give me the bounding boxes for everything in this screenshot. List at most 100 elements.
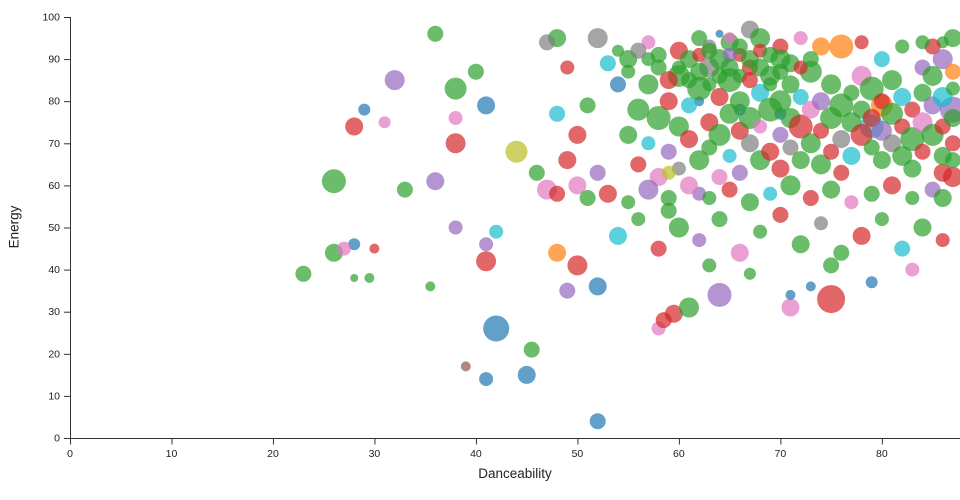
bubble	[895, 39, 910, 54]
bubble	[559, 282, 576, 299]
bubble	[805, 281, 816, 292]
bubble	[944, 135, 960, 152]
bubble	[854, 35, 869, 50]
bubble	[769, 90, 792, 113]
bubble	[681, 97, 697, 114]
bubble	[448, 220, 463, 235]
bubble	[689, 150, 710, 171]
bubble	[822, 180, 841, 199]
x-tick-label: 70	[775, 448, 787, 460]
bubble	[659, 71, 678, 90]
bubble	[427, 25, 444, 42]
bubble	[812, 92, 830, 111]
bubble	[791, 235, 810, 254]
y-tick-label: 20	[48, 348, 60, 360]
bubble	[627, 98, 650, 121]
bubble	[913, 83, 932, 102]
bubble	[568, 125, 587, 144]
bubble	[905, 262, 920, 277]
bubble	[850, 123, 873, 146]
bubble	[723, 32, 736, 45]
bubble	[321, 169, 346, 194]
bubble	[505, 140, 528, 163]
bubble	[641, 35, 656, 50]
bubble	[479, 237, 494, 252]
bubble	[467, 63, 484, 80]
bubble	[660, 202, 677, 219]
bubble	[445, 133, 466, 154]
bubble	[710, 88, 729, 106]
y-tick-label: 10	[48, 390, 60, 402]
bubble	[589, 413, 606, 430]
bubble	[750, 28, 771, 49]
bubble	[650, 59, 667, 76]
bubble	[922, 65, 943, 86]
bubble	[800, 133, 821, 154]
bubble	[892, 145, 913, 166]
bubble	[476, 251, 497, 272]
bubble	[425, 281, 436, 292]
bubble	[817, 285, 846, 314]
bubble	[793, 31, 808, 46]
bubble	[933, 189, 952, 207]
bubble	[646, 106, 671, 130]
bubble	[659, 92, 678, 111]
bubble	[893, 88, 912, 106]
bubble	[661, 165, 676, 180]
bubble	[722, 148, 737, 163]
bubble	[460, 361, 471, 372]
bubble	[793, 60, 808, 75]
bubble	[638, 74, 659, 95]
bubble	[558, 151, 577, 170]
bubble	[914, 143, 931, 160]
bubble	[612, 44, 624, 57]
y-tick-label: 0	[54, 433, 60, 445]
bubble	[711, 211, 728, 228]
bubble	[358, 103, 371, 116]
bubble	[528, 164, 545, 181]
bubble	[812, 37, 830, 56]
bubble	[679, 297, 699, 318]
bubble	[833, 244, 850, 261]
bubble	[872, 151, 891, 170]
bubble	[599, 55, 616, 72]
bubble	[873, 51, 890, 68]
bubble	[761, 142, 780, 161]
bubble	[772, 126, 789, 143]
bubble	[843, 84, 860, 101]
bubble	[660, 190, 677, 206]
bubble	[904, 101, 921, 118]
bubble	[802, 190, 819, 206]
bubble	[702, 77, 717, 92]
bubble	[740, 134, 759, 153]
bubble	[915, 35, 930, 50]
y-tick-label: 100	[42, 12, 60, 24]
x-tick-label: 0	[67, 448, 73, 460]
bubble	[903, 159, 922, 178]
x-tick-label: 40	[470, 448, 482, 460]
bubble	[741, 72, 758, 89]
bubble	[905, 191, 920, 205]
bubble	[587, 28, 608, 49]
bubble	[621, 64, 636, 79]
bubble	[549, 185, 566, 202]
bubble	[483, 315, 510, 342]
bubble	[943, 29, 960, 48]
bubble	[863, 185, 880, 202]
bubble	[345, 117, 364, 136]
bubble	[894, 240, 911, 257]
bubble	[771, 159, 790, 178]
bubble	[763, 186, 778, 201]
bubble	[874, 212, 889, 227]
bubble	[753, 224, 768, 239]
bubble	[523, 341, 540, 358]
bubble	[680, 176, 698, 195]
bubble	[792, 89, 809, 105]
bubble	[426, 172, 445, 191]
bubble	[560, 60, 575, 75]
bubble	[384, 70, 405, 91]
bubble	[619, 125, 638, 144]
y-tick-label: 50	[48, 222, 60, 234]
